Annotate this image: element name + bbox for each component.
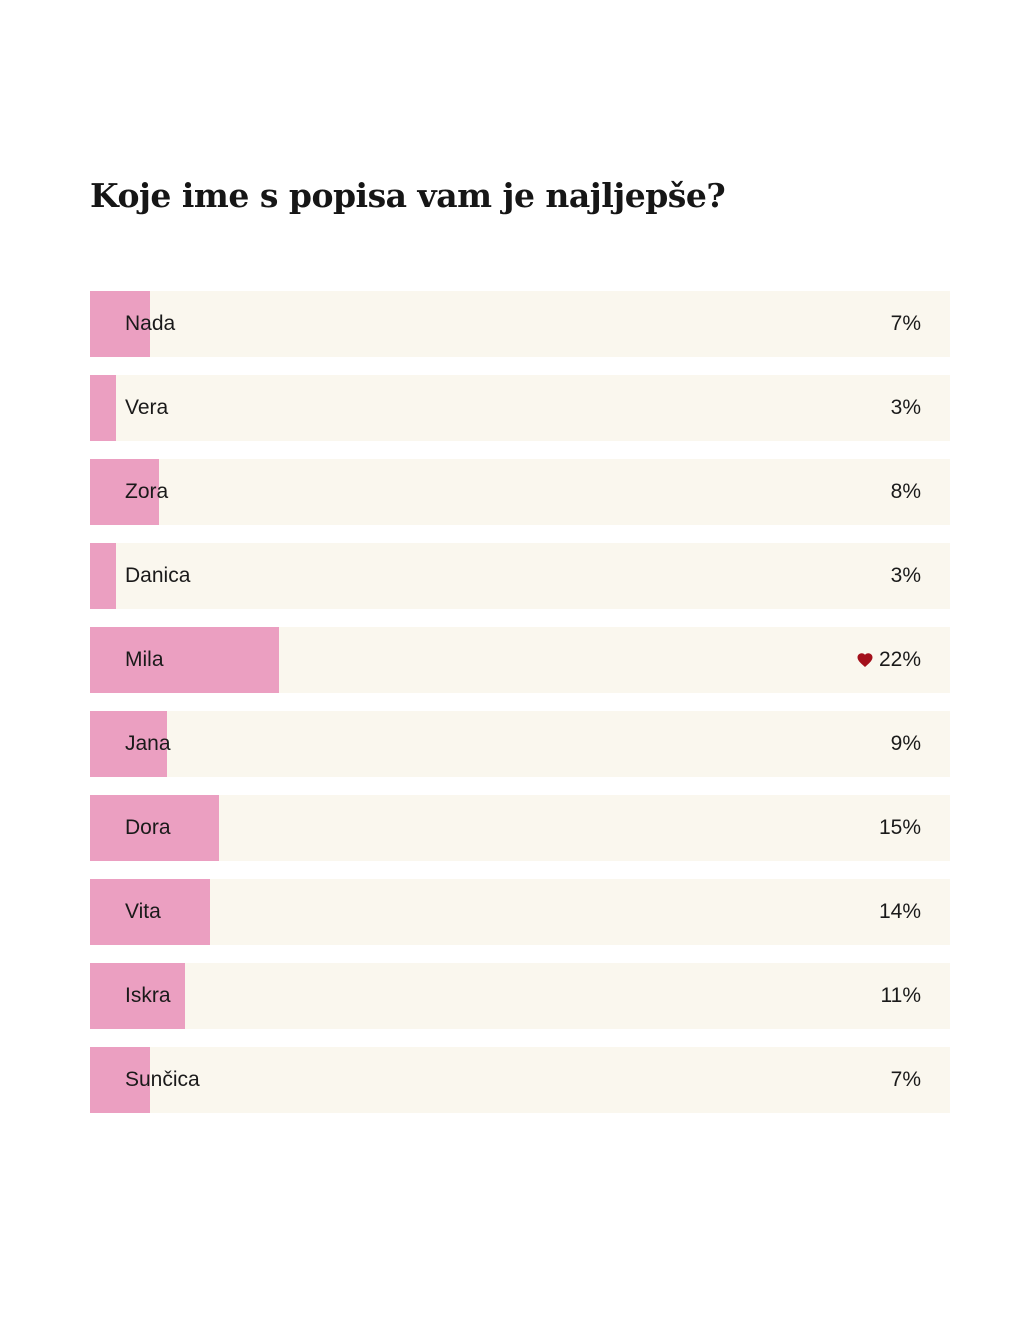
poll-option-percent: 7% <box>890 1068 921 1091</box>
poll-option-nada[interactable]: Nada 7% <box>90 291 950 357</box>
poll-option-dora[interactable]: Dora 15% <box>90 795 950 861</box>
poll-option-fill <box>90 291 151 357</box>
poll-option-percent: 8% <box>890 480 921 503</box>
poll-option-vera[interactable]: Vera 3% <box>90 375 950 441</box>
poll-option-label: Dora <box>125 816 171 839</box>
poll-option-fill <box>90 459 159 525</box>
poll-option-fill <box>90 543 116 609</box>
poll-option-label: Nada <box>125 312 176 335</box>
poll-option-jana[interactable]: Jana 9% <box>90 711 950 777</box>
poll-option-label: Jana <box>125 732 171 755</box>
poll-option-fill <box>90 711 168 777</box>
poll-options-list: Nada 7% Vera 3% Zora 8% Danica 3% Mila 2… <box>90 291 950 1131</box>
poll-option-fill <box>90 375 116 441</box>
poll-option-label: Vera <box>125 396 169 419</box>
poll-option-zora[interactable]: Zora 8% <box>90 459 950 525</box>
poll-option-label: Sunčica <box>125 1068 200 1091</box>
heart-icon <box>856 651 874 669</box>
poll-option-fill <box>90 1047 151 1113</box>
poll-option-percent: 7% <box>890 312 921 335</box>
poll-option-mila[interactable]: Mila 22% <box>90 627 950 693</box>
poll-option-percent: 3% <box>890 396 921 419</box>
poll-option-percent: 9% <box>890 732 921 755</box>
poll-option-label: Zora <box>125 480 169 503</box>
poll-option-fill <box>90 879 211 945</box>
poll-option-label: Mila <box>125 648 164 671</box>
poll-option-fill <box>90 795 219 861</box>
poll-option-fill <box>90 627 280 693</box>
poll-option-percent: 3% <box>890 564 921 587</box>
poll-option-label: Vita <box>125 900 161 923</box>
poll-option-iskra[interactable]: Iskra 11% <box>90 963 950 1029</box>
poll-option-danica[interactable]: Danica 3% <box>90 543 950 609</box>
poll-option-percent: 15% <box>878 816 921 839</box>
poll-title: Koje ime s popisa vam je najljepše? <box>90 176 726 215</box>
poll-option-vita[interactable]: Vita 14% <box>90 879 950 945</box>
poll-option-label: Iskra <box>125 984 171 1007</box>
poll-option-suncica[interactable]: Sunčica 7% <box>90 1047 950 1113</box>
poll-option-label: Danica <box>125 564 191 587</box>
poll-option-fill <box>90 963 185 1029</box>
poll-option-percent: 11% <box>880 984 921 1007</box>
poll-option-percent: 22% <box>878 648 921 671</box>
poll-option-percent: 14% <box>878 900 921 923</box>
